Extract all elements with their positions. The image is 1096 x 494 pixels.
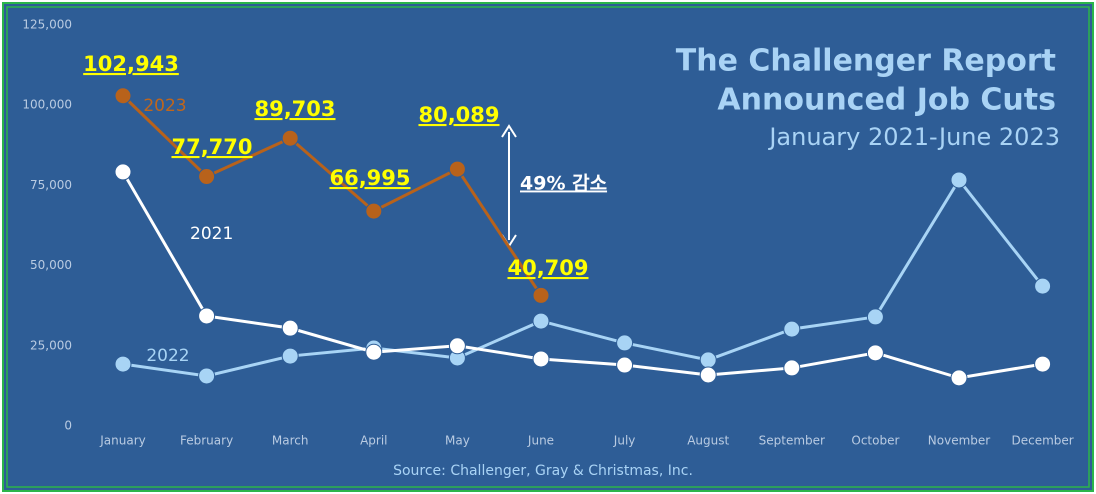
chart-title: The Challenger Report	[676, 44, 1056, 79]
data-label: 80,089	[418, 103, 499, 127]
x-tick-label: July	[613, 434, 636, 448]
inner-frame	[6, 6, 1090, 488]
y-tick-label: 0	[64, 419, 72, 433]
x-tick-label: November	[928, 434, 990, 448]
x-tick-label: June	[527, 434, 554, 448]
line	[122, 177, 1044, 378]
x-tick-label: December	[1011, 434, 1073, 448]
series-2021	[114, 163, 1052, 387]
series-2023	[114, 87, 550, 304]
marker	[1034, 277, 1052, 295]
marker	[365, 202, 383, 220]
annotation: 49% 감소	[520, 173, 607, 195]
data-label: 89,703	[254, 97, 335, 121]
source-note: Source: Challenger, Gray & Christmas, In…	[393, 463, 693, 479]
x-tick-label: May	[445, 434, 470, 448]
marker	[783, 320, 801, 338]
series-label: 2022	[146, 346, 189, 366]
marker	[281, 129, 299, 147]
marker	[866, 308, 884, 326]
x-tick-label: March	[272, 434, 309, 448]
data-label: 77,770	[171, 135, 252, 159]
x-tick-label: January	[99, 434, 146, 448]
marker	[532, 312, 550, 330]
y-tick-label: 25,000	[30, 338, 72, 352]
marker	[1034, 355, 1052, 373]
series-label: 2021	[190, 224, 233, 244]
y-tick-label: 100,000	[22, 98, 72, 112]
marker	[699, 366, 717, 384]
y-tick-label: 125,000	[22, 18, 72, 32]
marker	[448, 337, 466, 355]
marker	[783, 359, 801, 377]
marker	[114, 163, 132, 181]
marker	[616, 334, 634, 352]
marker	[448, 160, 466, 178]
marker	[866, 344, 884, 362]
x-tick-label: September	[759, 434, 825, 448]
marker	[699, 351, 717, 369]
line	[121, 94, 543, 297]
marker	[281, 319, 299, 337]
arrow-head	[501, 124, 517, 138]
marker	[198, 367, 216, 385]
marker	[281, 347, 299, 365]
marker	[532, 350, 550, 368]
marker	[114, 355, 132, 373]
x-tick-label: August	[687, 434, 729, 448]
marker	[950, 171, 968, 189]
marker	[198, 307, 216, 325]
series-label: 2023	[143, 96, 186, 116]
marker	[114, 87, 132, 105]
marker	[532, 286, 550, 304]
x-tick-label: October	[851, 434, 899, 448]
chart-title: Announced Job Cuts	[717, 83, 1056, 118]
marker	[616, 356, 634, 374]
line	[121, 171, 1043, 380]
x-tick-label: February	[180, 434, 233, 448]
chart-subtitle: January 2021-June 2023	[767, 123, 1060, 151]
y-tick-label: 50,000	[30, 258, 72, 272]
data-label: 40,709	[507, 256, 588, 280]
marker	[950, 369, 968, 387]
y-tick-label: 75,000	[30, 178, 72, 192]
marker	[365, 343, 383, 361]
data-label: 102,943	[83, 52, 179, 76]
marker	[198, 168, 216, 186]
x-tick-label: April	[360, 434, 387, 448]
data-label: 66,995	[329, 166, 410, 190]
